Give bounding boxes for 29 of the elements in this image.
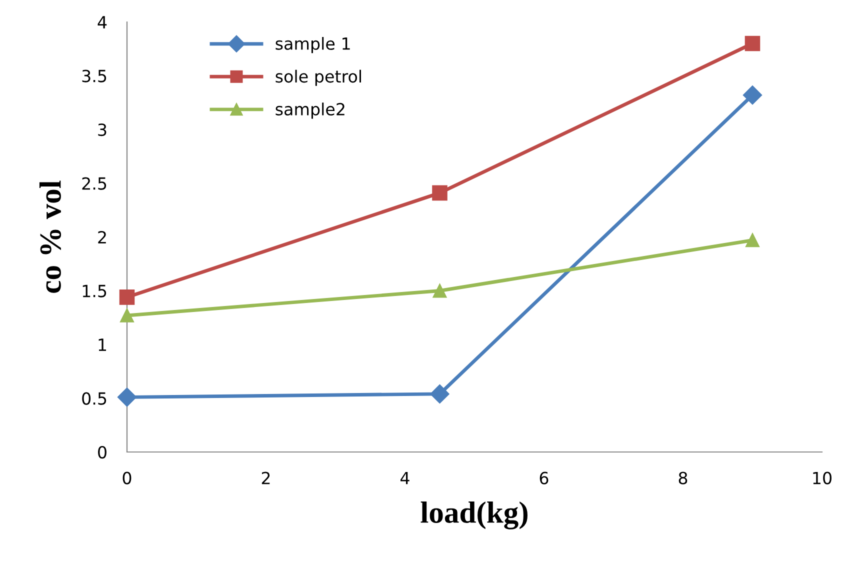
x-tick-label: 10 [813, 472, 832, 484]
point [432, 185, 448, 201]
y-tick-label: 4 [98, 16, 107, 28]
y-tick-label: 3.5 [82, 70, 106, 82]
point [117, 388, 137, 407]
point [742, 86, 762, 105]
point [430, 384, 450, 404]
x-tick-label: 2 [262, 472, 270, 484]
x-tick-label: 6 [540, 472, 548, 484]
y-axis-title: co % vol [39, 180, 62, 293]
legend-label: sample 1 [276, 37, 350, 54]
point [744, 36, 760, 52]
x-tick-label: 8 [678, 472, 688, 484]
y-tick-label: 1.5 [82, 284, 106, 298]
y-tick-label: 3 [98, 123, 106, 136]
x-tick-label: 0 [122, 472, 132, 484]
y-tick-label: 1 [98, 338, 106, 351]
point [120, 308, 134, 322]
point [746, 233, 760, 248]
y-tick-label: 2 [98, 230, 106, 244]
point [119, 290, 135, 305]
y-tick-label: 0 [98, 446, 106, 459]
y-tick-label: 2.5 [82, 177, 106, 190]
legend-label: sole petrol [276, 70, 362, 86]
y-tick-label: 0.5 [82, 392, 106, 405]
x-axis-title: load(kg) [420, 501, 528, 530]
x-tick-label: 4 [400, 472, 410, 484]
point [432, 284, 447, 298]
legend-label: sample2 [276, 102, 344, 119]
